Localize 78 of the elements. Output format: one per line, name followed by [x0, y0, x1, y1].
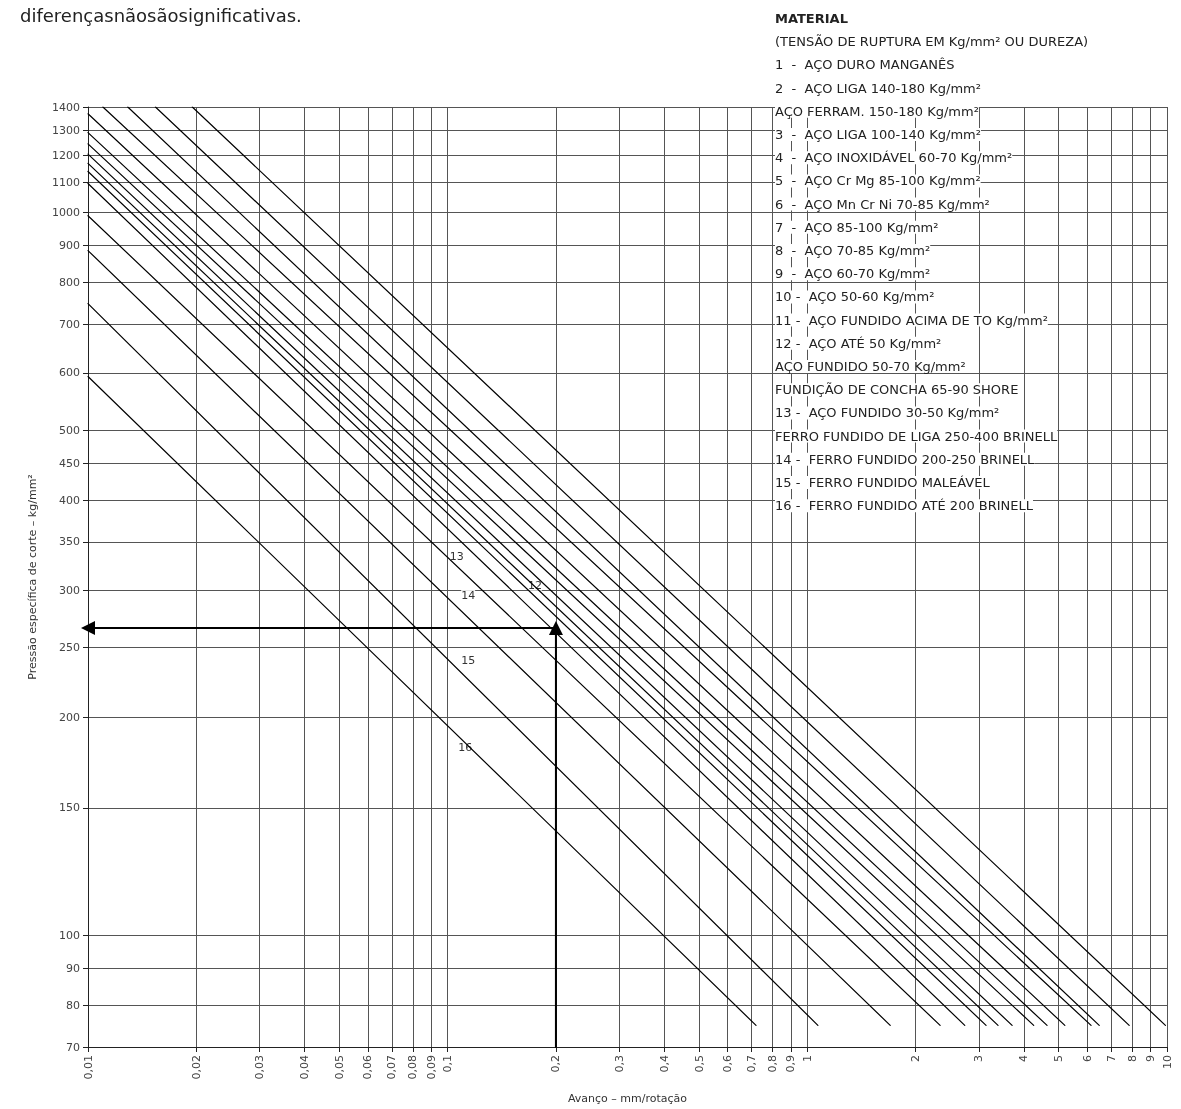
x-tick-label: 10 [1160, 1055, 1174, 1069]
y-tick-label: 1000 [52, 206, 80, 220]
y-tick-label: 70 [66, 1040, 80, 1054]
y-tick-label: 300 [59, 583, 80, 597]
x-tick-label: 0,3 [612, 1055, 626, 1073]
x-tick-label: 0,06 [361, 1055, 375, 1080]
x-tick-label: 6 [1080, 1055, 1094, 1062]
x-tick-label: 0,8 [765, 1055, 779, 1073]
annotation: FUNDIÇÃO DE CONCHA 65-90 SHORE [775, 382, 1019, 398]
x-tick-label: 0,6 [721, 1055, 735, 1073]
x-tick-label: 8 [1125, 1055, 1139, 1062]
x-tick-label: 0,03 [253, 1055, 267, 1080]
annotation: 8 - AÇO 70-85 Kg/mm² [775, 243, 931, 258]
y-tick-label: 90 [66, 961, 80, 975]
y-tick-label: 200 [59, 711, 80, 725]
y-tick-label: 350 [59, 535, 80, 549]
y-tick-label: 80 [66, 998, 80, 1012]
x-tick-label: 0,7 [745, 1055, 759, 1073]
y-tick-label: 800 [59, 276, 80, 290]
x-tick-label: 2 [909, 1055, 923, 1062]
x-tick-label: 0,04 [298, 1055, 312, 1080]
annotation: 15 - FERRO FUNDIDO MALEÁVEL [775, 475, 991, 490]
annotation: AÇO FERRAM. 150-180 Kg/mm² [775, 103, 979, 119]
x-tick-label: 0,05 [332, 1055, 346, 1080]
x-tick-label: 0,4 [657, 1055, 671, 1073]
x-tick-label: 0,08 [406, 1055, 420, 1080]
y-tick-label: 700 [59, 318, 80, 331]
y-tick-label: 250 [59, 641, 80, 655]
y-tick-label: 500 [59, 423, 80, 437]
y-tick-label: 1400 [52, 100, 80, 114]
annotation: 16 [458, 740, 473, 754]
x-tick-label: 0,02 [189, 1055, 203, 1080]
annotation: 5 - AÇO Cr Mg 85-100 Kg/mm² [775, 173, 981, 189]
annotation: FERRO FUNDIDO DE LIGA 250-400 BRINELL [775, 428, 1059, 444]
x-tick-label: 0,2 [549, 1055, 563, 1073]
y-tick-label: 1100 [52, 176, 80, 190]
y-tick-label: 1300 [52, 123, 80, 137]
annotation: 14 - FERRO FUNDIDO 200-250 BRINELL [775, 451, 1036, 467]
y-tick-label: 400 [59, 493, 80, 507]
x-tick-label: 1 [800, 1055, 814, 1062]
annotation: 15 [461, 653, 476, 667]
annotation: 4 - AÇO INOXIDÁVEL 60-70 Kg/mm² [775, 150, 1013, 166]
x-tick-label: 0,07 [385, 1055, 399, 1080]
annotation: 6 - AÇO Mn Cr Ni 70-85 Kg/mm² [775, 196, 990, 212]
annotation: 12 - AÇO ATÉ 50 Kg/mm² [775, 335, 942, 351]
y-tick-label: 150 [59, 801, 80, 815]
x-tick-label: 0,1 [441, 1055, 455, 1073]
y-tick-label: 100 [59, 928, 80, 942]
x-tick-label: 0,5 [692, 1055, 706, 1073]
annotation: 13 [449, 550, 464, 564]
x-tick-label: 5 [1052, 1055, 1066, 1062]
x-tick-label: 3 [972, 1055, 986, 1062]
x-tick-label: 4 [1017, 1055, 1031, 1062]
annotation: 9 - AÇO 60-70 Kg/mm² [775, 266, 931, 282]
x-tick-label: 9 [1144, 1055, 1158, 1062]
y-axis-title: Pressão específica de corte – kg/mm² [26, 474, 39, 680]
x-tick-label: 0,09 [424, 1055, 438, 1080]
text: MATERIAL [775, 11, 848, 26]
text: 2 - AÇO LIGA 140-180 Kg/mm² [775, 80, 981, 96]
annotation: 7 - AÇO 85-100 Kg/mm² [775, 219, 939, 235]
annotation: 14 [461, 589, 476, 603]
annotation: 16 - FERRO FUNDIDO ATÉ 200 BRINELL [775, 498, 1034, 514]
x-axis-title: Avanço – mm/rotação [567, 1092, 688, 1105]
y-tick-label: 600 [59, 366, 80, 380]
annotation: AÇO FUNDIDO 50-70 Kg/mm² [775, 359, 966, 374]
annotation: 3 - AÇO LIGA 100-140 Kg/mm² [775, 127, 981, 142]
y-tick-label: 1200 [52, 148, 80, 162]
y-tick-label: 900 [59, 239, 80, 253]
y-tick-label: 450 [59, 456, 80, 470]
annotation: 13 - AÇO FUNDIDO 30-50 Kg/mm² [775, 405, 1000, 421]
annotation: 11 - AÇO FUNDIDO ACIMA DE TO Kg/mm² [775, 312, 1048, 328]
text: 1 - AÇO DURO MANGANÊS [775, 57, 955, 73]
text: (TENSÃO DE RUPTURA EM Kg/mm² OU DUREZA) [775, 34, 1089, 50]
x-tick-label: 7 [1104, 1055, 1118, 1062]
annotation: 10 - AÇO 50-60 Kg/mm² [775, 289, 935, 305]
x-tick-label: 0,01 [81, 1055, 95, 1080]
text: diferençasnãosãosignificativas. [20, 4, 302, 26]
x-tick-label: 0,9 [784, 1055, 798, 1073]
